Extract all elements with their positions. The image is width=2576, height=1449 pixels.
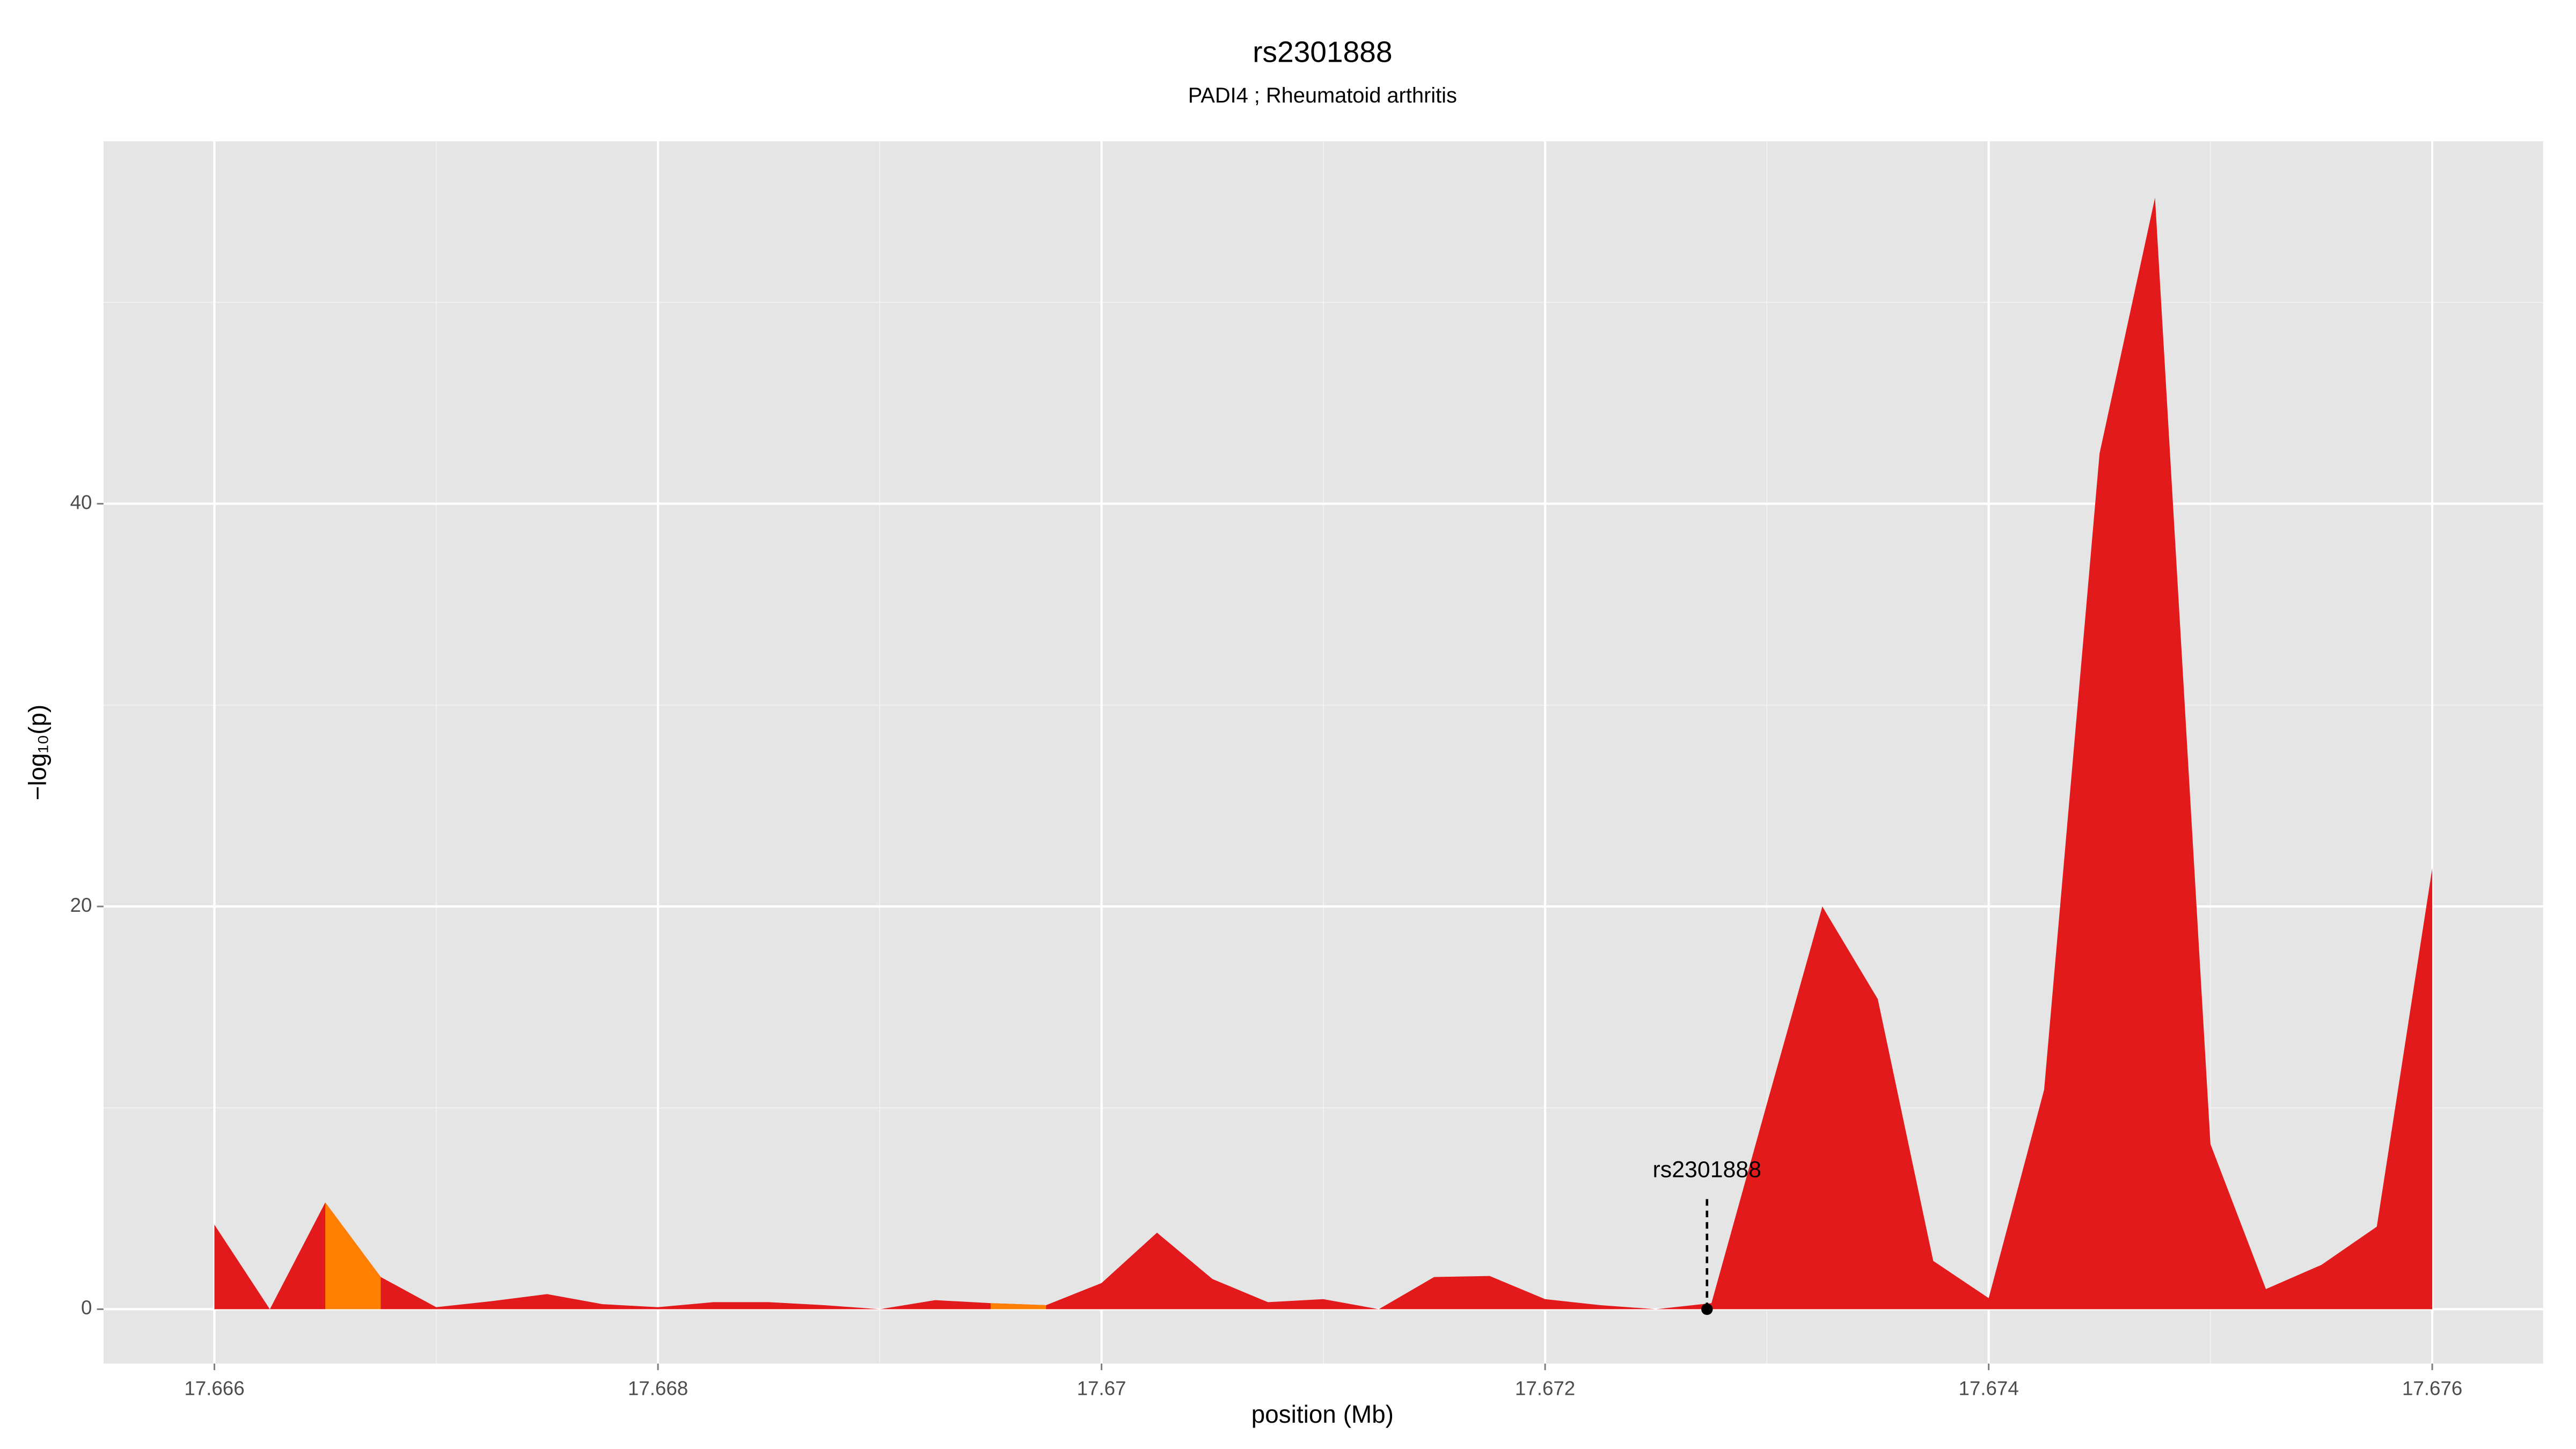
- y-tick-label: 0: [81, 1297, 92, 1319]
- annotation-label: rs2301888: [1653, 1157, 1761, 1183]
- chart-title: rs2301888: [1253, 35, 1392, 69]
- annotation-point: [1701, 1303, 1713, 1315]
- area: [325, 1202, 381, 1309]
- x-tick-label: 17.666: [184, 1377, 244, 1399]
- y-axis-label: −log₁₀(p): [24, 705, 52, 801]
- x-tick-label: 17.67: [1077, 1377, 1126, 1399]
- area: [214, 197, 2433, 1309]
- x-tick-label: 17.668: [628, 1377, 688, 1399]
- x-axis-label: position (Mb): [1252, 1400, 1394, 1428]
- y-tick-label: 40: [70, 491, 92, 513]
- y-tick-label: 20: [70, 894, 92, 916]
- area: [990, 1303, 1046, 1309]
- x-tick-label: 17.674: [1958, 1377, 2018, 1399]
- chart-subtitle: PADI4 ; Rheumatoid arthritis: [1188, 84, 1457, 107]
- x-tick-label: 17.676: [2402, 1377, 2462, 1399]
- x-tick-label: 17.672: [1515, 1377, 1575, 1399]
